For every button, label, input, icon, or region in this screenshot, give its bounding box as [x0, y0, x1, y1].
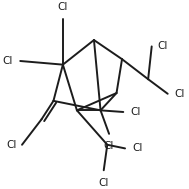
Text: Cl: Cl — [175, 89, 185, 99]
Text: Cl: Cl — [98, 177, 109, 187]
Text: Cl: Cl — [130, 107, 141, 117]
Text: Cl: Cl — [157, 41, 167, 51]
Text: Cl: Cl — [104, 141, 114, 151]
Text: Cl: Cl — [6, 140, 17, 150]
Text: Cl: Cl — [58, 2, 68, 12]
Text: Cl: Cl — [132, 143, 143, 153]
Text: Cl: Cl — [3, 56, 13, 66]
